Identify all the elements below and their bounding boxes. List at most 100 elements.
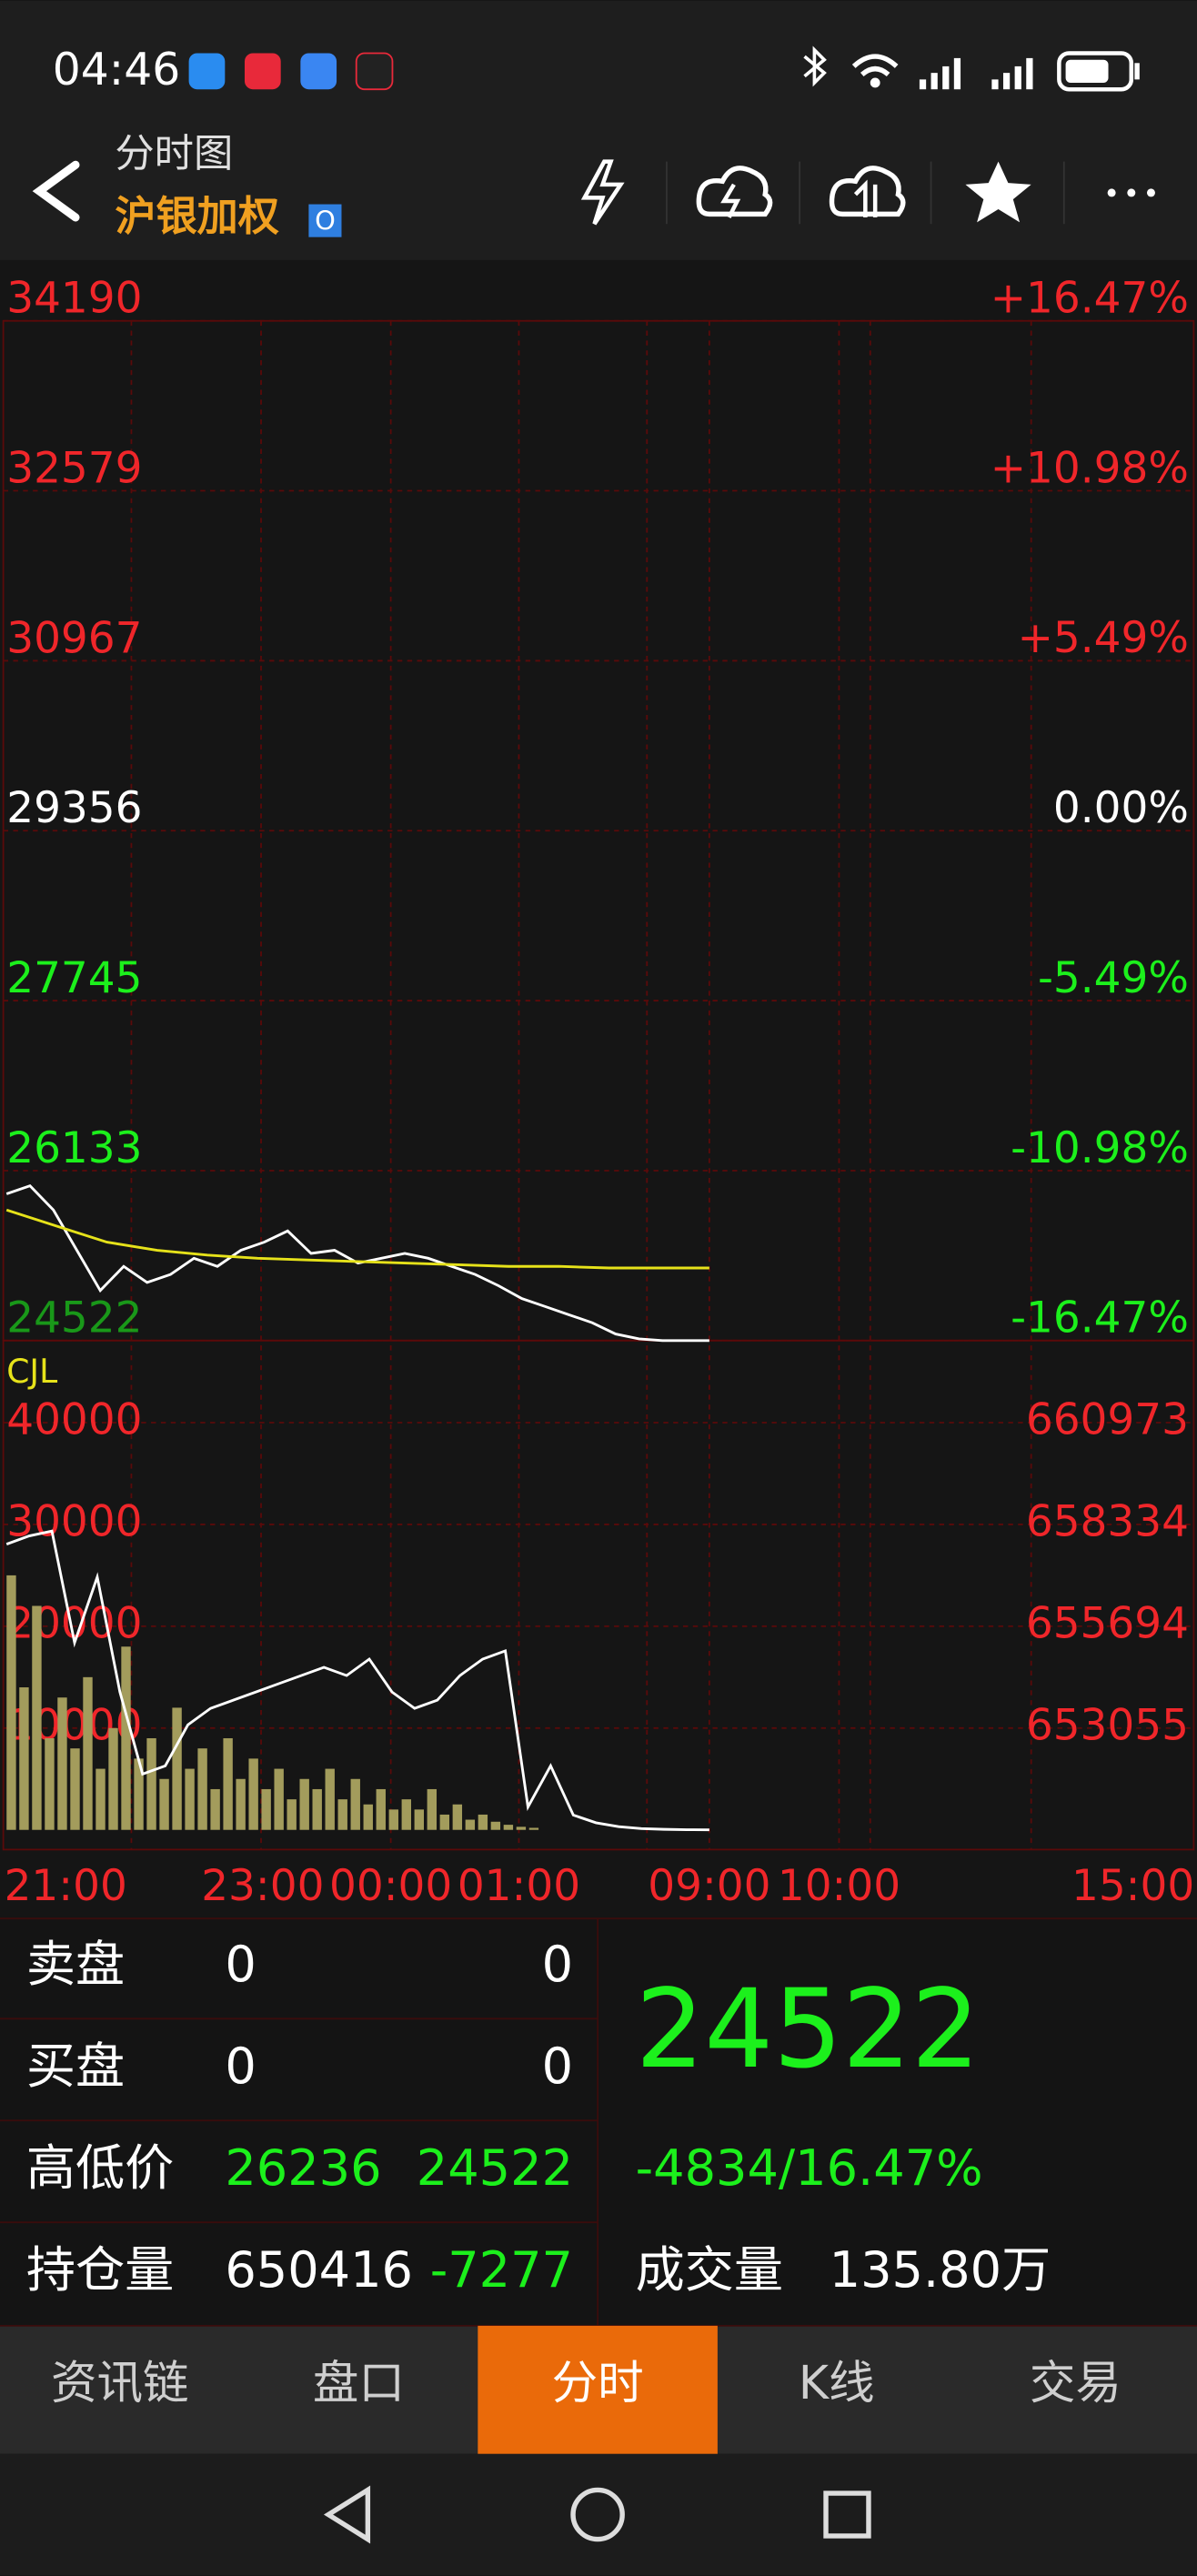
page-title: 分时图 (115, 132, 233, 177)
flash-button[interactable] (580, 159, 625, 226)
volume-bar (363, 1804, 373, 1830)
y2-tick-label: +16.47% (991, 274, 1189, 324)
volume-bar (337, 1799, 347, 1830)
volume-value: 135.80万 (830, 2241, 1051, 2299)
tab[interactable]: 盘口 (313, 2356, 405, 2410)
app-icon (355, 52, 394, 91)
tab[interactable]: 资讯链 (51, 2356, 189, 2410)
volume-bar (401, 1799, 411, 1830)
x-tick-label: 10:00 (778, 1861, 900, 1911)
active-tab-bg (478, 2325, 718, 2454)
volume-bar (121, 1646, 131, 1830)
volume-bar (325, 1768, 335, 1830)
quote-value: -7277 (430, 2241, 573, 2299)
x-tick-label: 00:00 (329, 1861, 452, 1911)
quote-value: 0 (225, 1936, 256, 1993)
volume-bar (350, 1778, 360, 1830)
chart-bg (0, 259, 1197, 1919)
tab[interactable]: 分时 (552, 2356, 644, 2410)
volume-bar (414, 1809, 425, 1830)
tab-bar: 资讯链 盘口 分时 K线 交易 (51, 2356, 1122, 2410)
y-tick-label: 30967 (6, 613, 142, 663)
volume-bar (83, 1676, 93, 1830)
y-tick-label: 32579 (6, 443, 142, 493)
more-button[interactable] (1107, 188, 1155, 197)
x-tick-label: 21:00 (5, 1861, 127, 1911)
y2-tick-label: +5.49% (1018, 613, 1189, 663)
volume-bar (210, 1788, 220, 1830)
battery-level (1065, 59, 1109, 83)
volume-bar (503, 1825, 514, 1830)
x-tick-label: 15:00 (1071, 1861, 1194, 1911)
volume-bar (261, 1788, 271, 1830)
cloud-download-button[interactable] (720, 183, 741, 219)
app-icon (300, 53, 337, 90)
bluetooth-icon (803, 45, 827, 87)
x-tick-label: 01:00 (458, 1861, 580, 1911)
nav-recent[interactable] (823, 2490, 871, 2539)
volume-bar (236, 1778, 246, 1830)
volume-bar (490, 1821, 501, 1830)
cloud-download-button[interactable] (696, 166, 773, 217)
last-price: 24522 (636, 1967, 981, 2093)
volume-bar (108, 1727, 118, 1830)
favorite-button[interactable] (965, 161, 1031, 223)
wifi-icon (870, 77, 880, 88)
nav-back[interactable] (323, 2485, 371, 2544)
quote-value: 0 (542, 2038, 573, 2095)
volume-bar (427, 1788, 438, 1830)
quote-value: 0 (225, 2038, 256, 2095)
volume-bar (159, 1778, 169, 1830)
y2-tick-label: -5.49% (1038, 953, 1189, 1003)
y2-tick-label: 660973 (1026, 1395, 1189, 1445)
y-tick-label: 34190 (6, 274, 142, 324)
volume-bar (223, 1737, 233, 1830)
volume-bar (439, 1814, 450, 1830)
y-tick-label: 27745 (6, 953, 142, 1003)
y2-tick-label: +10.98% (991, 443, 1189, 493)
volume-bar (478, 1814, 488, 1830)
volume-bar (465, 1819, 476, 1830)
volume-bar (312, 1788, 322, 1830)
y2-tick-label: 653055 (1026, 1700, 1189, 1750)
volume-bar (146, 1737, 156, 1830)
grid (3, 319, 1194, 1850)
y-tick-label: 26133 (6, 1123, 142, 1173)
y-tick-label: 30000 (6, 1496, 142, 1546)
quote-label: 买盘 (26, 2038, 125, 2095)
badge: O (315, 205, 336, 236)
cloud-upload-button[interactable] (853, 179, 878, 218)
volume-bar (388, 1809, 398, 1830)
battery-tip (1134, 63, 1140, 80)
tab[interactable]: 交易 (1030, 2356, 1122, 2410)
y2-tick-label: -16.47% (1011, 1293, 1189, 1343)
y2-tick-label: 655694 (1026, 1598, 1189, 1648)
price-line (5, 1183, 709, 1343)
y2-tick-label: -10.98% (1011, 1123, 1189, 1173)
battery-icon (1057, 51, 1134, 92)
price-change: -4834/16.47% (636, 2139, 983, 2197)
cloud-upload-button[interactable] (829, 166, 906, 217)
y-tick-label: 10000 (6, 1700, 142, 1750)
y-tick-label: 40000 (6, 1395, 142, 1445)
volume-bar (172, 1707, 182, 1830)
volume-title: CJL (6, 1352, 57, 1391)
y-tick-label: 29356 (6, 783, 142, 833)
nav-home[interactable] (570, 2487, 625, 2542)
badge-bg (308, 204, 342, 237)
back-button[interactable] (32, 160, 80, 222)
volume-bar (96, 1768, 106, 1830)
y-tick-label: 24522 (6, 1293, 142, 1343)
volume-bar (287, 1799, 297, 1830)
tab[interactable]: K线 (799, 2356, 875, 2410)
volume-bar (376, 1788, 386, 1830)
quote-rows: 卖盘 0 0 买盘 0 0 高低价 26236 24522 持仓量 650416 -7277 (26, 1936, 573, 2299)
volume-bar (32, 1605, 42, 1830)
volume-bar (516, 1826, 527, 1830)
x-tick-label: 09:00 (648, 1861, 770, 1911)
volume-bar (528, 1827, 539, 1830)
wifi-icon (851, 54, 899, 77)
volume-bar (70, 1748, 80, 1830)
x-tick-label: 23:00 (201, 1861, 324, 1911)
